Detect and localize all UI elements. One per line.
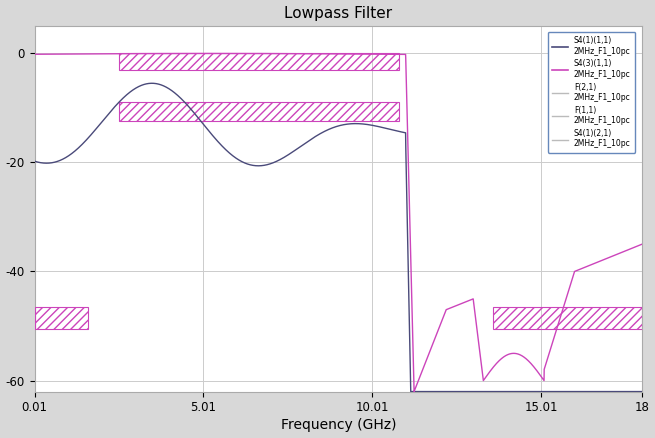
X-axis label: Frequency (GHz): Frequency (GHz) [280,418,396,432]
Legend: S4(1)(1,1)
2MHz_F1_10pc, S4(3)(1,1)
2MHz_F1_10pc, F(2,1)
2MHz_F1_10pc, F(1,1)
2M: S4(1)(1,1) 2MHz_F1_10pc, S4(3)(1,1) 2MHz… [548,32,635,153]
Bar [35,307,88,329]
Bar [119,102,399,121]
Bar [119,53,399,70]
Title: Lowpass Filter: Lowpass Filter [284,6,392,21]
Bar [493,307,642,329]
